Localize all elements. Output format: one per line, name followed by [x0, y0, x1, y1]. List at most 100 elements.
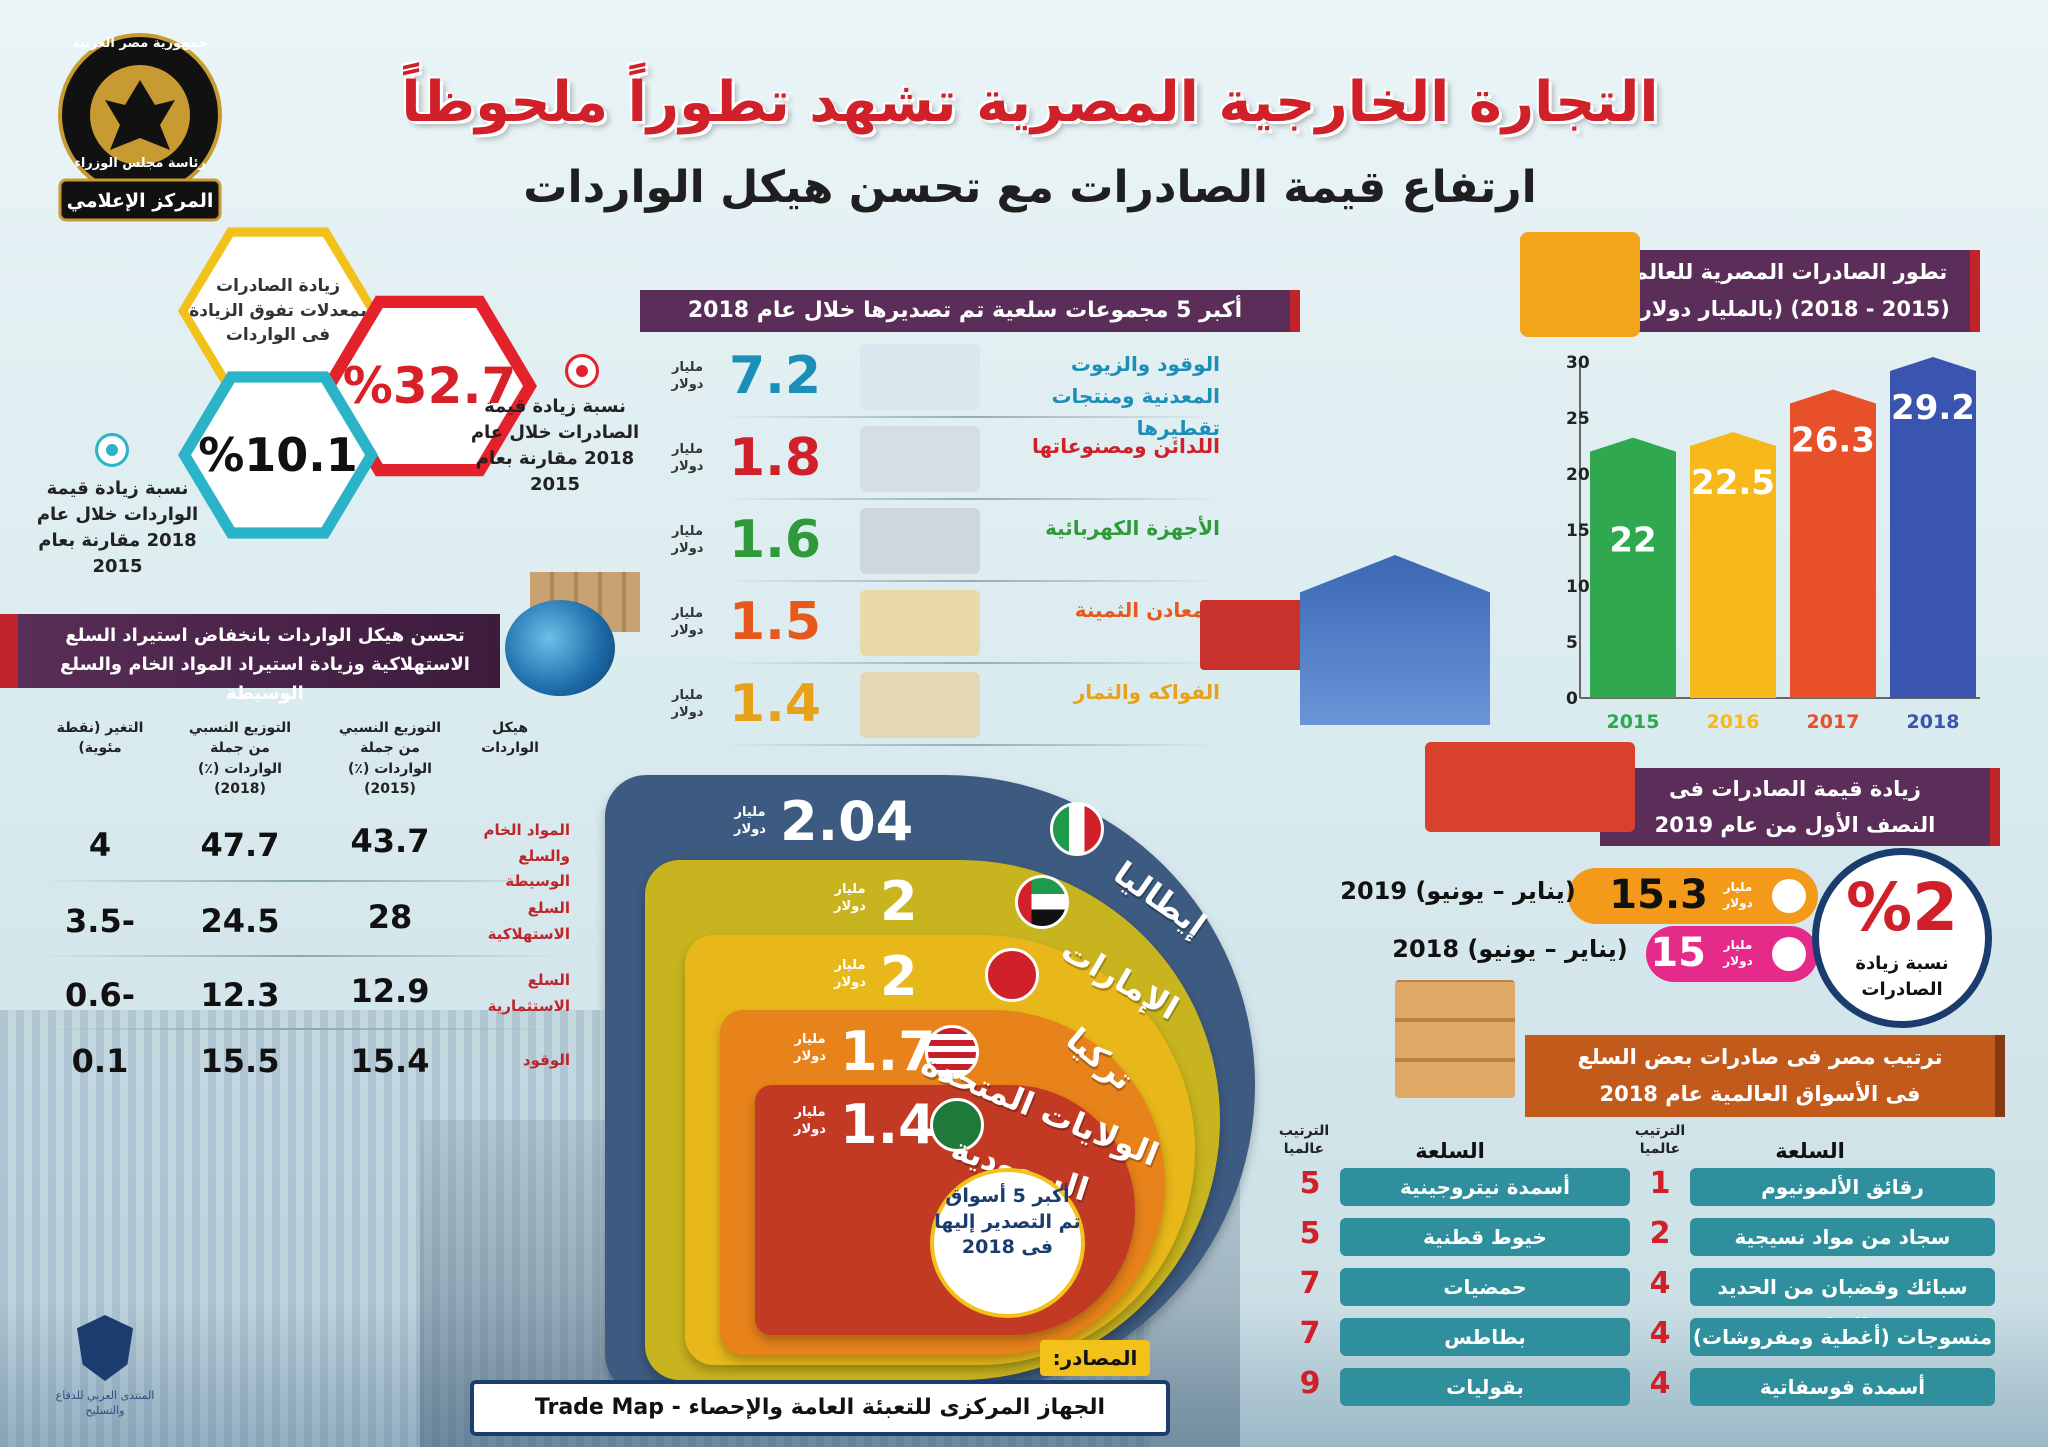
watermark-text: المنتدى العربي للدفاع والتسليح — [55, 1389, 155, 1417]
row-change: 0.1 — [71, 1042, 129, 1080]
row-label: الوقود — [522, 1051, 570, 1069]
h1-2019-banner: زيادة قيمة الصادرات فى النصف الأول من عا… — [1600, 768, 2000, 846]
worker-boxes-icon — [1395, 980, 1515, 1098]
table-row: المواد الخام والسلع الوسيطة 43.7 47.7 4 — [40, 818, 570, 890]
x-tick-label: 2016 — [1707, 711, 1760, 733]
table-row: السلع الاستثمارية 12.9 12.3 -0.6 — [40, 968, 570, 1028]
y-tick-label: 15 — [1566, 521, 1590, 541]
y-tick-label: 5 — [1566, 633, 1578, 653]
y-tick-label: 20 — [1566, 465, 1590, 485]
ranking-row-left: خيوط قطنية 5 — [1290, 1216, 1635, 1258]
row-change: 4 — [88, 826, 112, 864]
fruit-crate-icon — [860, 672, 980, 738]
ranking-good: بقوليات — [1340, 1368, 1630, 1406]
red-dot-icon — [565, 354, 599, 388]
ranking-good: رقائق الألمونيوم — [1690, 1168, 1995, 1206]
row-value-2018: 15.5 — [200, 1042, 280, 1080]
bar-value-label: 22 — [1609, 521, 1656, 561]
table-divider — [40, 955, 560, 957]
media-center-logo: جمهورية مصر العربية رئاسة مجلس الوزراء ا… — [55, 30, 225, 230]
row-change: -3.5 — [65, 902, 135, 940]
rankings-banner: ترتيب مصر فى صادرات بعض السلع فى الأسواق… — [1525, 1035, 2005, 1117]
hexagon-note: زيادة الصادرات بمعدلات تفوق الزيادة فى ا… — [188, 236, 368, 386]
y-tick-label: 30 — [1566, 353, 1590, 373]
pink-dot-icon — [1772, 937, 1806, 971]
page-title: التجارة الخارجية المصرية تشهد تطوراً ملح… — [401, 70, 1659, 135]
ranking-row-right: سجاد من مواد نسيجية 2 — [1640, 1216, 1995, 1258]
row-label: السلع الاستثمارية — [487, 971, 570, 1015]
commodity-groups-banner: أكبر 5 مجموعات سلعية تم تصديرها خلال عام… — [640, 290, 1300, 332]
header-share-2015: التوزيع النسبي من جملة الواردات (٪) (201… — [338, 720, 442, 797]
commodity-group-row: مليار دولار 1.4 الفواكه والثمار — [660, 666, 1220, 746]
top-markets-note: أكبر 5 أسواق تم التصدير إليها فى 2018 — [930, 1168, 1085, 1318]
market-unit: مليار دولار — [834, 958, 866, 990]
commodity-unit: مليار دولار — [671, 524, 704, 556]
h1-2018-pill: مليار دولار 15 — [1646, 926, 1818, 982]
orange-dot-icon — [1772, 879, 1806, 913]
commodity-group-row: مليار دولار 1.6 الأجهزة الكهربائية — [660, 502, 1220, 582]
commodity-name: الأجهزة الكهربائية — [1044, 516, 1220, 540]
ranking-rank: 4 — [1649, 1266, 1671, 1301]
logo-line1: جمهورية مصر العربية — [72, 36, 208, 51]
header-structure: هيكل الواردات — [481, 720, 539, 757]
ranking-rank: 2 — [1649, 1216, 1671, 1251]
ranking-good: حمضيات — [1340, 1268, 1630, 1306]
row-label: المواد الخام والسلع الوسيطة — [483, 821, 570, 890]
bar-value-label: 22.5 — [1691, 463, 1775, 503]
ranking-row-right: رقائق الألمونيوم 1 — [1640, 1166, 1995, 1208]
header-share-2018: التوزيع النسبي من جملة الواردات (٪) (201… — [188, 720, 292, 797]
bar-2017 — [1790, 389, 1876, 698]
table-divider — [40, 1028, 560, 1030]
ranking-good: سجاد من مواد نسيجية — [1690, 1218, 1995, 1256]
commodity-divider — [720, 416, 1220, 418]
ranking-good: منسوجات (أغطية ومفروشات) — [1690, 1318, 1995, 1356]
value-2019: 15.3 — [1609, 872, 1708, 918]
row-value-2015: 15.4 — [350, 1042, 430, 1080]
market-unit: مليار دولار — [834, 882, 866, 914]
table-divider — [40, 880, 560, 882]
h1-increase-label: نسبة زيادة الصادرات — [1855, 953, 1949, 1001]
commodity-value: 1.4 — [728, 674, 822, 734]
globe-icon — [505, 600, 615, 696]
turkey-flag-icon — [985, 948, 1039, 1002]
sources-text: الجهاز المركزى للتعبئة العامة والإحصاء -… — [470, 1380, 1170, 1436]
commodity-value: 1.8 — [728, 428, 822, 488]
exports-bar-chart: 0 5 10 15 20 25 30 22 2015 22.5 2016 26.3 2017 29.2 20… — [1566, 353, 1980, 733]
market-unit: مليار دولار — [794, 1105, 826, 1137]
rank-header-good-right: السلعة — [1775, 1139, 1845, 1163]
logo-line3: المركز الإعلامي — [66, 190, 214, 212]
ranking-rank: 5 — [1299, 1216, 1321, 1251]
ranking-rank: 5 — [1299, 1166, 1321, 1201]
ranking-row-left: بقوليات 9 — [1290, 1366, 1635, 1408]
market-unit: مليار دولار — [734, 805, 766, 837]
y-tick-label: 10 — [1566, 577, 1590, 597]
commodity-divider — [720, 744, 1220, 746]
h1-2019-pill: مليار دولار 15.3 — [1568, 868, 1818, 924]
ranking-good: سبائك وقضبان من الحديد والصلب — [1690, 1268, 1995, 1337]
ranking-rank: 1 — [1649, 1166, 1671, 1201]
ranking-row-right: منسوجات (أغطية ومفروشات) 4 — [1640, 1316, 1995, 1358]
ranking-row-right: أسمدة فوسفاتية 4 — [1640, 1366, 1995, 1408]
commodity-name: الفواكه والثمار — [1073, 680, 1220, 704]
imports-increase-description: نسبة زيادة قيمة الواردات خلال عام 2018 م… — [36, 478, 199, 578]
commodity-value: 1.6 — [728, 510, 822, 570]
market-value: 2 — [880, 870, 918, 933]
header-change: التغير (نقطة مئوية) — [56, 720, 144, 757]
shield-icon — [77, 1315, 133, 1381]
market-value: 2 — [880, 945, 918, 1008]
commodity-name: اللدائن ومصنوعاتها — [1031, 434, 1220, 458]
fuel-pump-icon — [860, 344, 980, 410]
bar-value-label: 29.2 — [1891, 388, 1975, 428]
ranking-rank: 4 — [1649, 1366, 1671, 1401]
rank-header-rank-left: الترتيب عالميا — [1278, 1123, 1330, 1158]
row-value-2015: 43.7 — [350, 822, 430, 860]
rank-header-rank-right: الترتيب عالميا — [1634, 1123, 1686, 1158]
ranking-rank: 4 — [1649, 1316, 1671, 1351]
ranking-rank: 7 — [1299, 1316, 1321, 1351]
commodity-group-row: مليار دولار 1.8 اللدائن ومصنوعاتها — [660, 420, 1220, 500]
chart-banner-line1: تطور الصادرات المصرية للعالم — [1632, 260, 1948, 284]
imports-banner-line1: تحسن هيكل الواردات بانخفاض استيراد السلع — [65, 625, 465, 646]
gold-bars-icon — [860, 590, 980, 656]
logo-line2: رئاسة مجلس الوزراء — [74, 156, 206, 171]
chart-banner-line2: (2015 - 2018) (بالمليار دولار) — [1630, 296, 1950, 321]
